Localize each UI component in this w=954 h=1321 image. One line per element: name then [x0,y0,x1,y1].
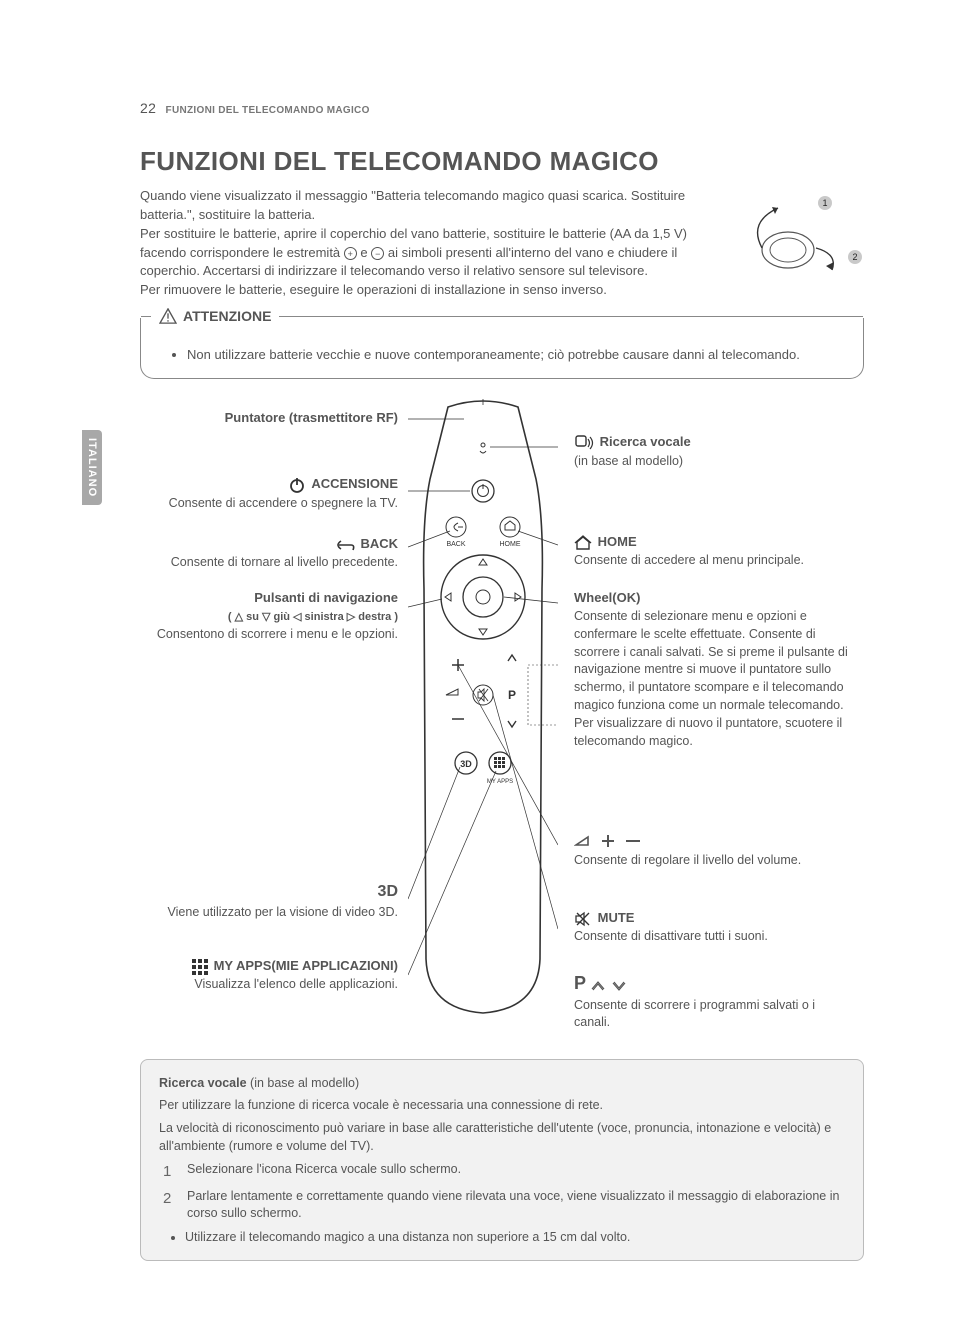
caution-box: ATTENZIONE Non utilizzare batterie vecch… [140,318,864,379]
header-section-label: FUNZIONI DEL TELECOMANDO MAGICO [166,105,370,116]
svg-text:HOME: HOME [500,541,521,548]
callout-3d: 3D Viene utilizzato per la visione di vi… [140,881,398,920]
volume-icons [574,831,644,851]
home-icon [574,535,592,551]
voice-icon [574,434,594,452]
remote-diagram: BACK HOME P 3D [140,399,864,1049]
svg-text:P: P [508,688,516,702]
page-header: 22 FUNZIONI DEL TELECOMANDO MAGICO [140,100,864,116]
remote-outline: BACK HOME P 3D [408,399,558,1019]
callout-power: ACCENSIONE Consente di accendere o spegn… [140,475,398,511]
voice-title: Ricerca vocale [159,1076,247,1090]
callout-nav: Pulsanti di navigazione ( △ su ▽ giù ◁ s… [140,589,398,642]
callout-home: HOME Consente di accedere al menu princi… [574,533,854,568]
minus-symbol: − [371,247,384,260]
chevron-down-icon [611,979,627,993]
callout-mute: MUTE Consente di disattivare tutti i suo… [574,909,854,944]
badge-1: 1 [818,196,832,210]
voice-search-box: Ricerca vocale (in base al modello) Per … [140,1059,864,1261]
callout-back: BACK Consente di tornare al livello prec… [140,535,398,570]
grid-icon [192,959,208,975]
intro-text: Quando viene visualizzato il messaggio "… [140,187,700,300]
battery-figure: 1 2 [742,200,862,270]
plus-symbol: + [344,247,357,260]
page-title: FUNZIONI DEL TELECOMANDO MAGICO [140,146,864,177]
chevron-up-icon [590,979,606,993]
callout-volume: Consente di regolare il livello del volu… [574,831,854,869]
voice-bullet: Utilizzare il telecomando magico a una d… [185,1229,845,1247]
page-number: 22 [140,100,156,116]
voice-p2: La velocità di riconoscimento può variar… [159,1119,845,1155]
intro-p3: Per rimuovere le batterie, eseguire le o… [140,281,700,300]
svg-text:MY APPS: MY APPS [487,779,513,785]
caution-label: ATTENZIONE [183,308,271,324]
intro-p2: Per sostituire le batterie, aprire il co… [140,225,700,282]
svg-text:3D: 3D [460,759,472,769]
badge-2: 2 [848,250,862,264]
language-side-tab: ITALIANO [82,430,102,505]
mute-icon [574,911,592,927]
callout-pointer: Puntatore (trasmettitore RF) [140,409,398,427]
threeD-icon: 3D [378,883,398,900]
voice-step-2: 2Parlare lentamente e correttamente quan… [163,1188,845,1223]
intro-p1: Quando viene visualizzato il messaggio "… [140,187,700,225]
p-symbol: P [574,973,586,993]
voice-p1: Per utilizzare la funzione di ricerca vo… [159,1096,845,1114]
back-icon [335,538,355,552]
power-icon [288,476,306,494]
callout-myapps: MY APPS(MIE APPLICAZIONI) Visualizza l'e… [140,957,398,992]
warning-icon [159,308,177,324]
callout-voice: Ricerca vocale (in base al modello) [574,433,834,469]
voice-step-1: 1Selezionare l'icona Ricerca vocale sull… [163,1161,845,1182]
caution-item: Non utilizzare batterie vecchie e nuove … [187,346,845,364]
callout-program: P Consente di scorrere i programmi salva… [574,971,854,1031]
svg-text:BACK: BACK [446,541,465,548]
callout-wheel: Wheel(OK) Consente di selezionare menu e… [574,589,854,750]
